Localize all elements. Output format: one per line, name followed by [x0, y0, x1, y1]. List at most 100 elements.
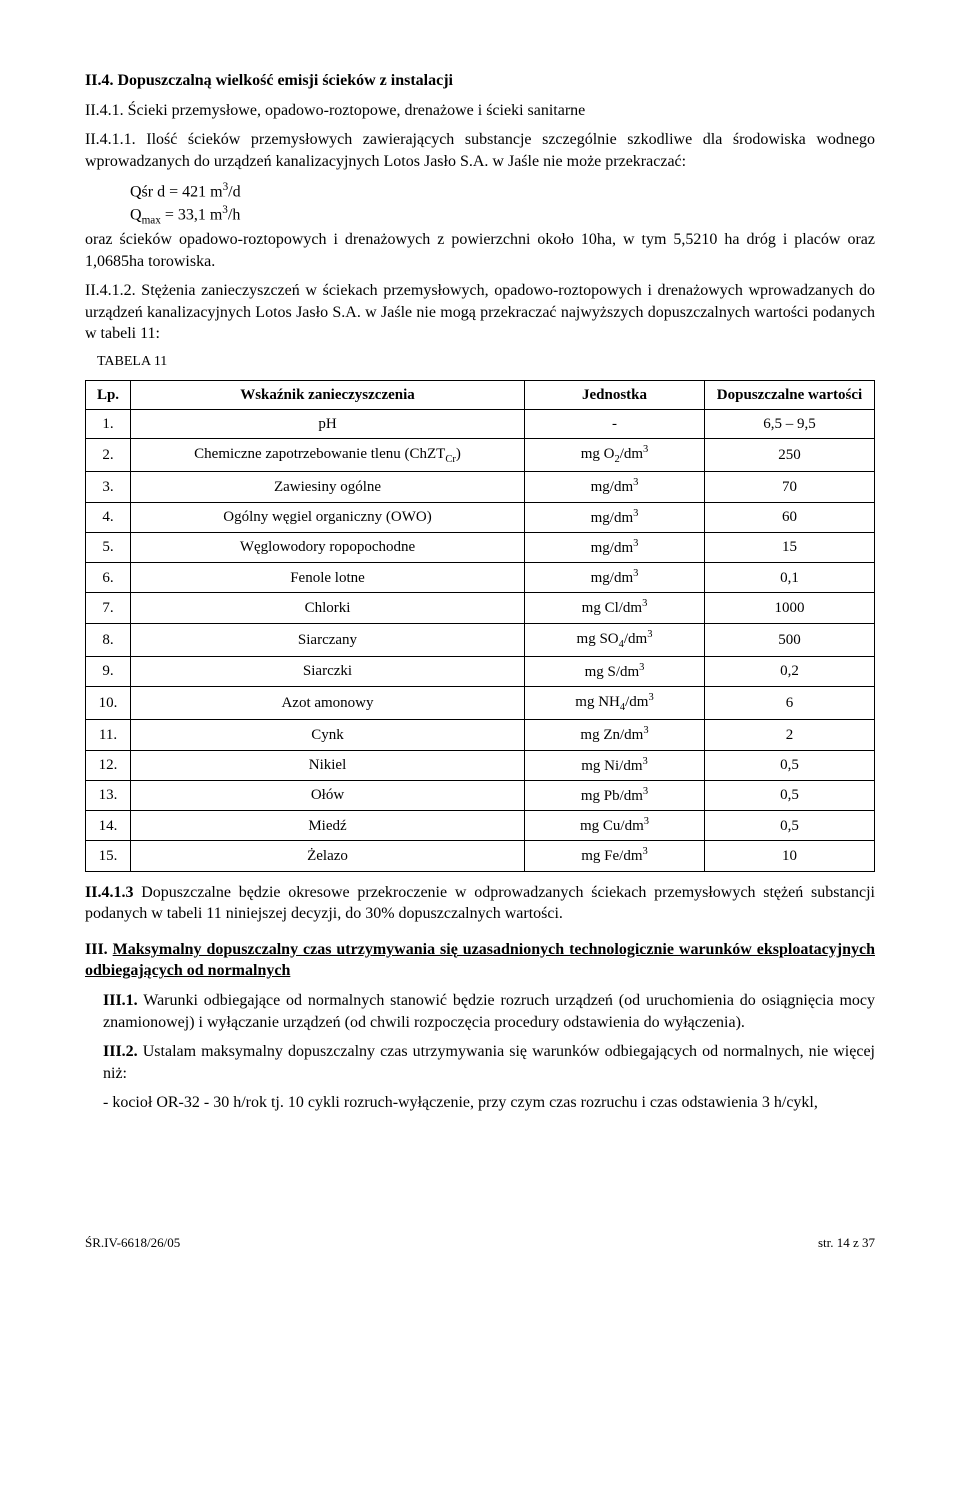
cell-indicator: Nikiel	[131, 750, 525, 780]
cell-lp: 8.	[86, 623, 131, 656]
q2-pre: Q	[130, 207, 142, 224]
cell-lp: 9.	[86, 656, 131, 686]
cell-lp: 12.	[86, 750, 131, 780]
cell-value: 0,5	[705, 811, 875, 841]
cell-indicator: Ołów	[131, 780, 525, 810]
q2-sub: max	[142, 215, 161, 227]
cell-indicator: Chemiczne zapotrzebowanie tlenu (ChZTCr)	[131, 439, 525, 472]
cell-unit: mg Pb/dm3	[525, 780, 705, 810]
cell-unit: mg Fe/dm3	[525, 841, 705, 871]
table-row: 7.Chlorkimg Cl/dm31000	[86, 593, 875, 623]
heading-III: III. Maksymalny dopuszczalny czas utrzym…	[85, 939, 875, 982]
table-row: 8.Siarczanymg SO4/dm3500	[86, 623, 875, 656]
cell-lp: 6.	[86, 563, 131, 593]
cell-unit: mg/dm3	[525, 472, 705, 502]
cell-lp: 4.	[86, 502, 131, 532]
cell-value: 2	[705, 720, 875, 750]
q2-mid: = 33,1 m	[161, 207, 222, 224]
cell-unit: mg SO4/dm3	[525, 623, 705, 656]
cell-unit: mg NH4/dm3	[525, 687, 705, 720]
table-row: 12.Nikielmg Ni/dm30,5	[86, 750, 875, 780]
II413-text: Dopuszczalne będzie okresowe przekroczen…	[85, 884, 875, 923]
III-lead: III.	[85, 941, 113, 958]
cell-lp: 15.	[86, 841, 131, 871]
cell-value: 500	[705, 623, 875, 656]
cell-indicator: Fenole lotne	[131, 563, 525, 593]
table-row: 2.Chemiczne zapotrzebowanie tlenu (ChZTC…	[86, 439, 875, 472]
cell-value: 6	[705, 687, 875, 720]
cell-unit: mg Ni/dm3	[525, 750, 705, 780]
q1-text: Qśr d = 421 m	[130, 184, 223, 201]
cell-unit: mg/dm3	[525, 502, 705, 532]
table-row: 10.Azot amonowymg NH4/dm36	[86, 687, 875, 720]
table11: Lp. Wskaźnik zanieczyszczenia Jednostka …	[85, 380, 875, 872]
cell-value: 70	[705, 472, 875, 502]
th-indicator: Wskaźnik zanieczyszczenia	[131, 380, 525, 409]
para-III2-bullet: - kocioł OR-32 - 30 h/rok tj. 10 cykli r…	[85, 1092, 875, 1114]
cell-unit: mg/dm3	[525, 563, 705, 593]
cell-indicator: Siarczany	[131, 623, 525, 656]
III1-lead: III.1.	[103, 992, 138, 1009]
q-sr-d: Qśr d = 421 m3/d	[85, 180, 875, 203]
para-II411-tail: oraz ścieków opadowo-roztopowych i drena…	[85, 229, 875, 272]
q1-suffix: /d	[228, 184, 240, 201]
cell-indicator: Zawiesiny ogólne	[131, 472, 525, 502]
cell-indicator: pH	[131, 410, 525, 439]
cell-value: 10	[705, 841, 875, 871]
cell-indicator: Azot amonowy	[131, 687, 525, 720]
footer-right: str. 14 z 37	[818, 1234, 875, 1252]
cell-unit: mg Cu/dm3	[525, 811, 705, 841]
cell-value: 250	[705, 439, 875, 472]
table-row: 6.Fenole lotnemg/dm30,1	[86, 563, 875, 593]
heading-II41: II.4.1. Ścieki przemysłowe, opadowo-rozt…	[85, 100, 875, 122]
III-title: Maksymalny dopuszczalny czas utrzymywani…	[85, 941, 875, 980]
para-II411-lead: II.4.1.1. Ilość ścieków przemysłowych za…	[85, 129, 875, 172]
table-row: 11.Cynkmg Zn/dm32	[86, 720, 875, 750]
cell-value: 0,2	[705, 656, 875, 686]
III2-text: Ustalam maksymalny dopuszczalny czas utr…	[103, 1043, 875, 1082]
footer-left: ŚR.IV-6618/26/05	[85, 1234, 180, 1252]
table11-label: TABELA 11	[97, 353, 875, 372]
table-row: 15.Żelazomg Fe/dm310	[86, 841, 875, 871]
cell-value: 15	[705, 532, 875, 562]
para-II413: II.4.1.3 Dopuszczalne będzie okresowe pr…	[85, 882, 875, 925]
cell-value: 0,1	[705, 563, 875, 593]
cell-unit: mg Zn/dm3	[525, 720, 705, 750]
cell-value: 60	[705, 502, 875, 532]
cell-lp: 1.	[86, 410, 131, 439]
cell-indicator: Miedź	[131, 811, 525, 841]
cell-lp: 14.	[86, 811, 131, 841]
table-row: 13.Ołówmg Pb/dm30,5	[86, 780, 875, 810]
cell-value: 6,5 – 9,5	[705, 410, 875, 439]
cell-indicator: Siarczki	[131, 656, 525, 686]
cell-indicator: Chlorki	[131, 593, 525, 623]
para-III2: III.2. Ustalam maksymalny dopuszczalny c…	[85, 1041, 875, 1084]
cell-value: 0,5	[705, 780, 875, 810]
table-header-row: Lp. Wskaźnik zanieczyszczenia Jednostka …	[86, 380, 875, 409]
cell-lp: 10.	[86, 687, 131, 720]
table-row: 3.Zawiesiny ogólnemg/dm370	[86, 472, 875, 502]
cell-value: 1000	[705, 593, 875, 623]
cell-lp: 13.	[86, 780, 131, 810]
table-row: 9.Siarczkimg S/dm30,2	[86, 656, 875, 686]
th-lp: Lp.	[86, 380, 131, 409]
cell-unit: mg/dm3	[525, 532, 705, 562]
cell-lp: 11.	[86, 720, 131, 750]
page-footer: ŚR.IV-6618/26/05 str. 14 z 37	[85, 1234, 875, 1252]
III2-lead: III.2.	[103, 1043, 138, 1060]
heading-II4: II.4. Dopuszczalną wielkość emisji ściek…	[85, 70, 875, 92]
q-max: Qmax = 33,1 m3/h	[85, 203, 875, 229]
cell-indicator: Węglowodory ropopochodne	[131, 532, 525, 562]
cell-unit: mg Cl/dm3	[525, 593, 705, 623]
cell-indicator: Cynk	[131, 720, 525, 750]
cell-unit: mg S/dm3	[525, 656, 705, 686]
para-II412: II.4.1.2. Stężenia zanieczyszczeń w ście…	[85, 280, 875, 345]
q2-suffix: /h	[228, 207, 240, 224]
cell-unit: mg O2/dm3	[525, 439, 705, 472]
th-unit: Jednostka	[525, 380, 705, 409]
II413-lead: II.4.1.3	[85, 884, 133, 901]
cell-lp: 2.	[86, 439, 131, 472]
table-row: 14.Miedźmg Cu/dm30,5	[86, 811, 875, 841]
th-value: Dopuszczalne wartości	[705, 380, 875, 409]
cell-indicator: Ogólny węgiel organiczny (OWO)	[131, 502, 525, 532]
